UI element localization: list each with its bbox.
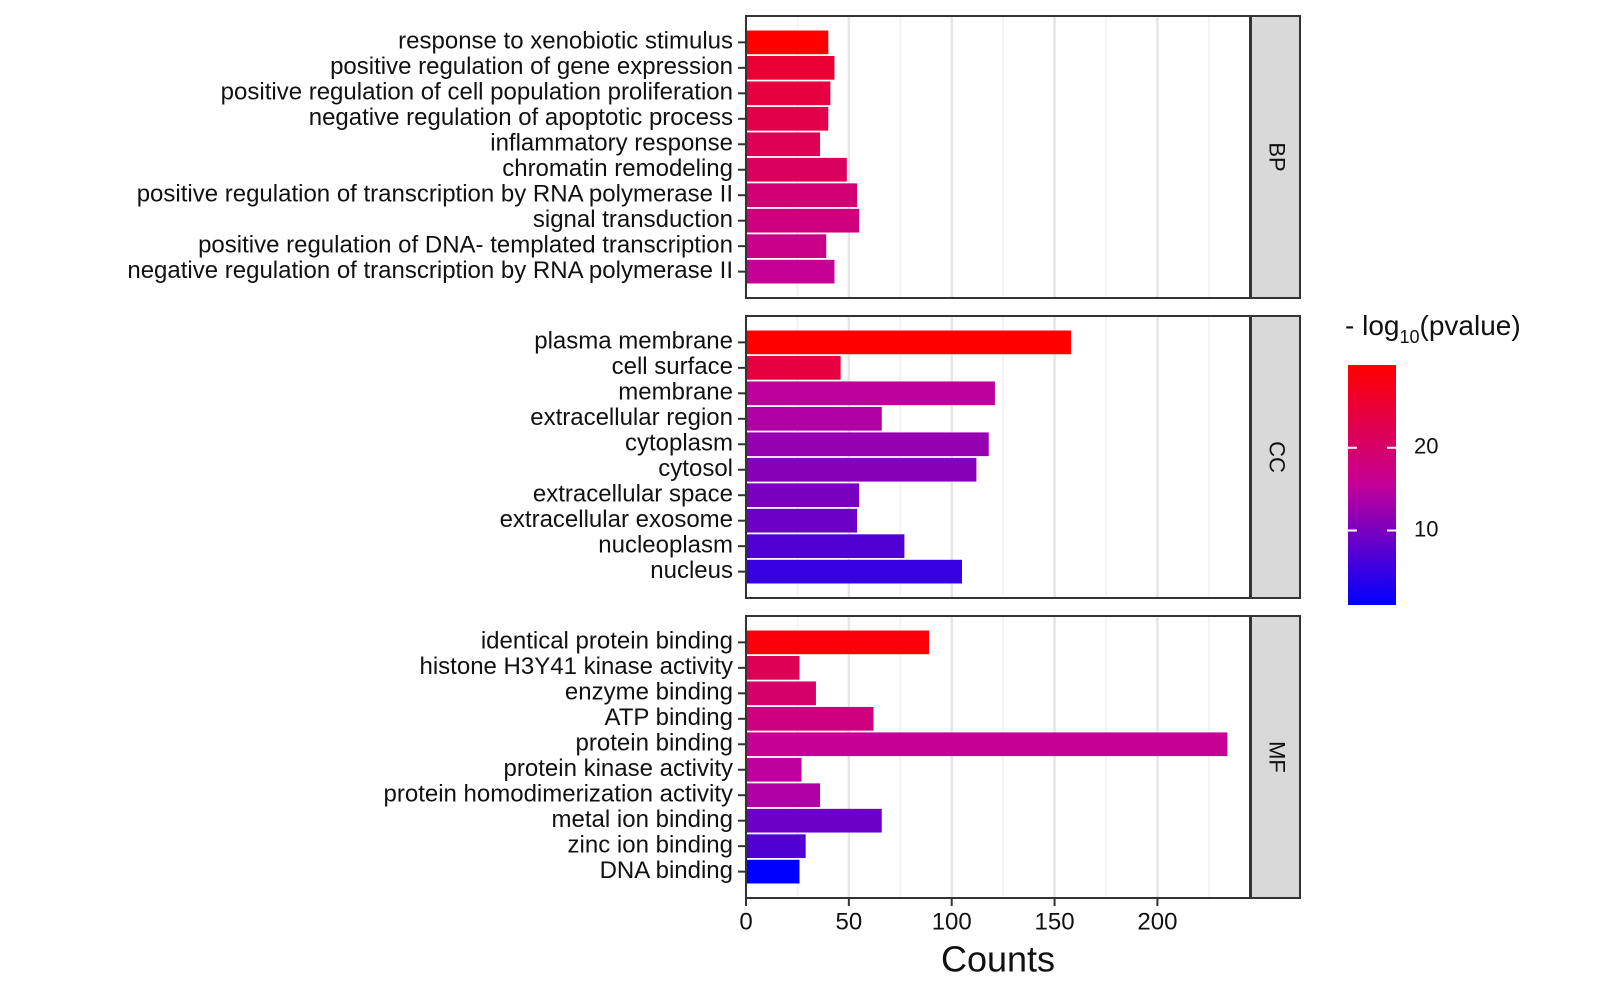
- bar: [746, 406, 882, 431]
- bar: [746, 259, 835, 284]
- y-tick-label: protein kinase activity: [504, 755, 733, 782]
- bar: [746, 208, 860, 233]
- x-tick-label: 50: [836, 908, 863, 935]
- y-tick-label: positive regulation of transcription by …: [137, 181, 733, 208]
- strip-label: BP: [1265, 142, 1290, 171]
- strip: [1250, 615, 1301, 899]
- y-tick-label: identical protein binding: [481, 628, 733, 655]
- bar: [746, 655, 800, 680]
- y-tick-label: histone H3Y41 kinase activity: [420, 653, 734, 680]
- y-tick-label: nucleus: [650, 557, 733, 584]
- bar: [746, 55, 835, 80]
- bar: [746, 234, 827, 259]
- bar: [746, 30, 829, 55]
- bar: [746, 508, 858, 533]
- y-tick-label: protein binding: [576, 730, 733, 757]
- y-tick-label: plasma membrane: [534, 328, 733, 355]
- x-axis-label: Counts: [941, 939, 1055, 980]
- strip-label: MF: [1265, 741, 1290, 773]
- bar: [746, 706, 874, 731]
- x-tick-label: 0: [739, 908, 752, 935]
- y-tick-label: positive regulation of gene expression: [330, 53, 733, 80]
- bar: [746, 559, 962, 584]
- bar: [746, 859, 800, 884]
- bar: [746, 106, 829, 131]
- y-tick-label: cytoplasm: [625, 430, 733, 457]
- bar: [746, 483, 860, 508]
- colorbar: [1348, 365, 1396, 605]
- strip-label: CC: [1265, 441, 1290, 473]
- bar: [746, 381, 995, 406]
- legend-title: - log10(pvalue): [1345, 310, 1521, 346]
- bar: [746, 534, 905, 559]
- y-tick-label: cytosol: [658, 455, 733, 482]
- y-tick-label: extracellular exosome: [500, 506, 733, 533]
- y-tick-label: membrane: [618, 379, 733, 406]
- panel-background: [746, 616, 1250, 898]
- bar: [746, 355, 841, 380]
- legend-title-part: 10: [1399, 327, 1419, 347]
- strip: [1250, 15, 1301, 299]
- bar: [746, 183, 858, 208]
- colorbar-tick-label: 20: [1414, 434, 1438, 459]
- y-tick-label: nucleoplasm: [598, 532, 733, 559]
- strip: [1250, 315, 1301, 599]
- bar: [746, 783, 821, 808]
- y-tick-label: enzyme binding: [565, 679, 733, 706]
- y-tick-label: response to xenobiotic stimulus: [398, 28, 733, 55]
- colorbar-tick-label: 10: [1414, 516, 1438, 541]
- bar: [746, 757, 802, 782]
- y-tick-label: negative regulation of apoptotic process: [309, 104, 733, 131]
- y-tick-label: positive regulation of cell population p…: [221, 79, 733, 106]
- y-tick-label: ATP binding: [604, 704, 733, 731]
- bar: [746, 81, 831, 106]
- y-tick-label: extracellular space: [533, 481, 733, 508]
- y-tick-label: protein homodimerization activity: [384, 781, 734, 808]
- legend-title-part: (pvalue): [1420, 310, 1521, 341]
- legend-title-part: - log: [1345, 310, 1399, 341]
- x-tick-label: 150: [1035, 908, 1075, 935]
- y-tick-label: chromatin remodeling: [502, 155, 733, 182]
- y-tick-label: positive regulation of DNA- templated tr…: [198, 232, 733, 259]
- bar: [746, 132, 821, 157]
- bar: [746, 630, 930, 655]
- y-tick-label: metal ion binding: [552, 806, 733, 833]
- bar: [746, 157, 847, 182]
- bar: [746, 432, 989, 457]
- y-tick-label: cell surface: [612, 353, 733, 380]
- y-tick-label: signal transduction: [533, 206, 733, 233]
- y-tick-label: inflammatory response: [490, 130, 733, 157]
- bar: [746, 457, 977, 482]
- x-tick-label: 200: [1137, 908, 1177, 935]
- y-tick-label: extracellular region: [530, 404, 733, 431]
- bar: [746, 834, 806, 859]
- y-tick-label: zinc ion binding: [568, 832, 733, 859]
- bar: [746, 808, 882, 833]
- bar: [746, 330, 1072, 355]
- y-tick-label: negative regulation of transcription by …: [127, 257, 733, 284]
- y-tick-label: DNA binding: [600, 857, 733, 884]
- x-tick-label: 100: [932, 908, 972, 935]
- bar: [746, 732, 1228, 757]
- bar: [746, 681, 816, 706]
